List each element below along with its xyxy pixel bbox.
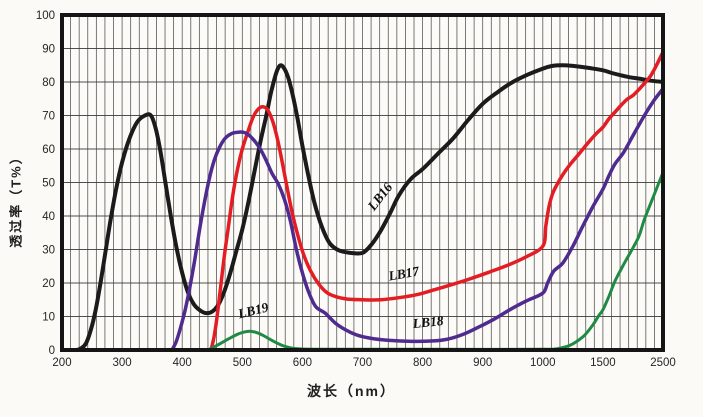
y-tick-label: 80: [42, 77, 55, 89]
x-tick-label: 900: [473, 357, 492, 369]
curve-LB17: [209, 50, 665, 352]
curve-LB18: [170, 86, 665, 352]
x-tick-label: 200: [52, 357, 71, 369]
y-tick-label: 40: [42, 211, 55, 223]
x-tick-label: 400: [173, 357, 192, 369]
y-tick-label: 10: [42, 312, 55, 324]
y-tick-label: 0: [49, 345, 55, 357]
x-tick-label: 2500: [650, 357, 676, 369]
x-tick-label: 300: [113, 357, 132, 369]
y-tick-label: 30: [42, 245, 55, 257]
x-tick-label: 1000: [530, 357, 556, 369]
y-tick-label: 20: [42, 278, 55, 290]
x-tick-label: 500: [233, 357, 252, 369]
y-axis-title: 透过率（T%）: [8, 149, 24, 248]
y-tick-label: 70: [42, 111, 55, 123]
series-label-LB18: LB18: [411, 313, 444, 331]
x-tick-label: 600: [293, 357, 312, 369]
y-tick-label: 100: [36, 10, 55, 22]
y-tick-label: 90: [42, 44, 55, 56]
series-label-LB17: LB17: [386, 263, 421, 284]
x-tick-label: 800: [413, 357, 432, 369]
y-tick-label: 50: [42, 178, 55, 190]
x-tick-label: 700: [353, 357, 372, 369]
x-tick-label: 1500: [590, 357, 616, 369]
x-axis-title: 波长（nm）: [307, 383, 396, 399]
plot-frame: [60, 13, 665, 352]
curve-LB16: [75, 63, 665, 352]
y-tick-label: 60: [42, 144, 55, 156]
